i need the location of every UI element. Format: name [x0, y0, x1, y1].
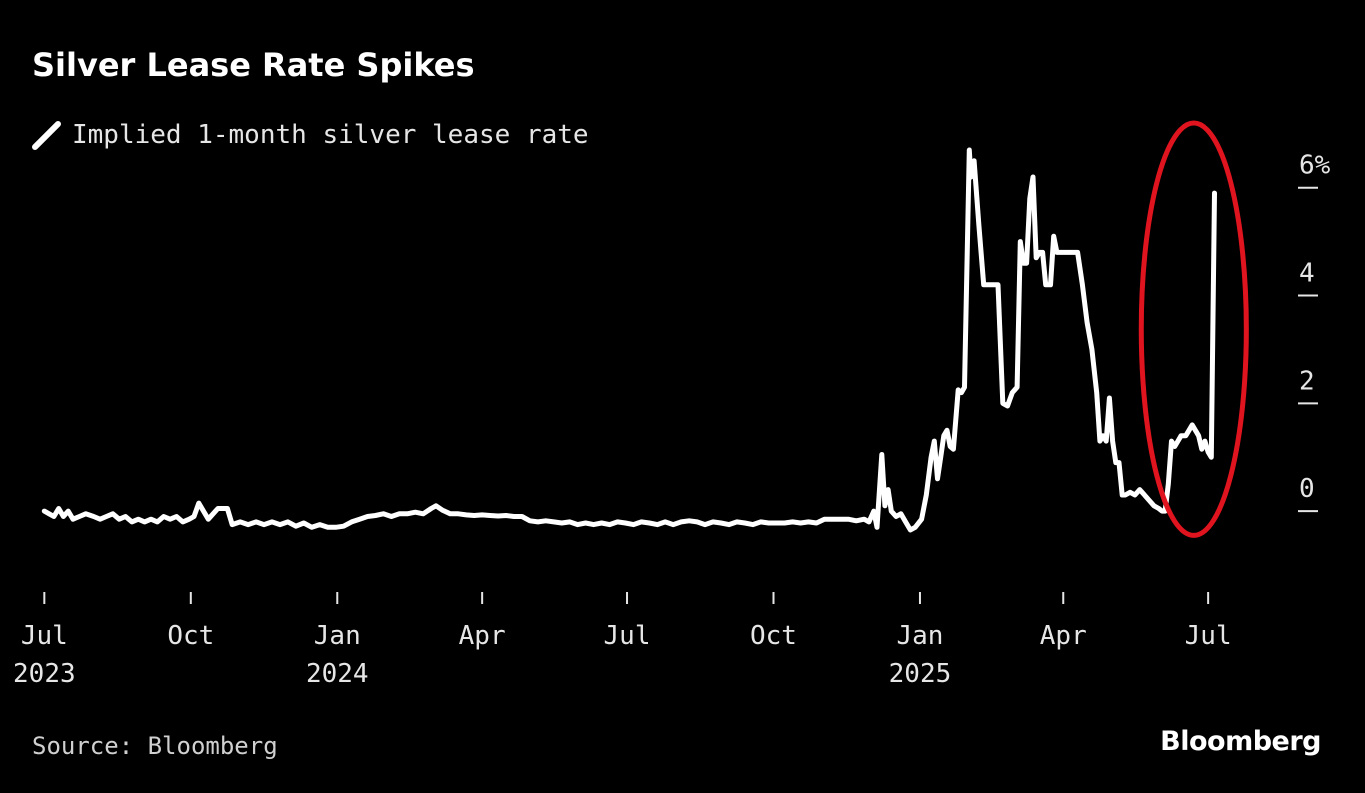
highlight-ellipse-0 [1138, 120, 1249, 538]
x-tick-label-4: Jul [604, 621, 651, 651]
y-tick-label-2: 4 [1299, 259, 1315, 289]
x-tick-year-6: 2025 [889, 659, 952, 689]
chart-title: Silver Lease Rate Spikes [32, 46, 475, 84]
y-tick-label-3: 6% [1299, 151, 1331, 181]
x-tick-year-0: 2023 [13, 659, 76, 689]
y-tick-label-0: 0 [1299, 474, 1315, 504]
x-tick-label-0: Jul [21, 621, 68, 651]
y-tick-label-1: 2 [1299, 366, 1315, 396]
x-tick-label-3: Apr [459, 621, 506, 651]
series-line-0 [41, 147, 1217, 533]
x-tick-label-8: Jul [1185, 621, 1232, 651]
legend-line-swatch [32, 121, 61, 150]
x-tick-label-2: Jan [314, 621, 361, 651]
legend-label: Implied 1-month silver lease rate [72, 120, 589, 150]
x-tick-label-7: Apr [1040, 621, 1087, 651]
x-tick-label-6: Jan [896, 621, 943, 651]
brand-logo: Bloomberg [1160, 726, 1321, 757]
x-tick-label-1: Oct [167, 621, 214, 651]
chart-legend: Implied 1-month silver lease rate [32, 118, 589, 152]
source-note: Source: Bloomberg [32, 732, 278, 760]
x-tick-year-2: 2024 [306, 659, 369, 689]
x-tick-label-5: Oct [750, 621, 797, 651]
